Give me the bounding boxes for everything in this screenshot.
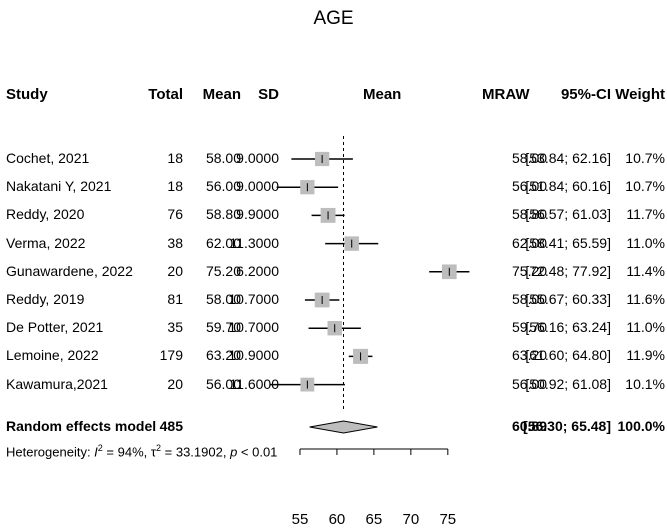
study-name: Kawamura,2021: [6, 375, 108, 392]
study-mean: 63.20: [205, 347, 241, 364]
pooled-ci: [56.30; 65.48]: [523, 418, 611, 434]
pooled-label: Random effects model: [6, 418, 157, 434]
study-weight: 10.7%: [625, 178, 665, 195]
study-mraw: 75.20: [512, 262, 548, 279]
pooled-diamond: [309, 420, 378, 434]
x-tick-label: 75: [439, 511, 456, 528]
header-mean: Mean: [202, 86, 241, 103]
study-sd: 9.0000: [236, 178, 279, 195]
study-ci: [61.60; 64.80]: [525, 347, 611, 364]
study-mraw: 56.00: [512, 375, 548, 392]
header-total: Total: [148, 86, 183, 103]
study-mean: 59.70: [205, 319, 241, 336]
study-name: Verma, 2022: [6, 234, 86, 251]
study-mean: 56.00: [205, 178, 241, 195]
x-tick-label: 60: [329, 511, 346, 528]
study-mean: 58.80: [205, 206, 241, 223]
study-weight: 11.4%: [626, 262, 665, 279]
header-mraw: MRAW: [482, 86, 530, 103]
pooled-total: 485: [159, 418, 183, 434]
study-ci: [53.84; 62.16]: [525, 150, 611, 166]
study-weight: 10.7%: [625, 150, 665, 166]
study-sd: 9.9000: [236, 206, 279, 223]
header-ci: 95%-CI: [560, 86, 611, 103]
study-sd: 11.3000: [229, 234, 279, 251]
study-mean: 62.00: [205, 234, 241, 251]
study-ci: [72.48; 77.92]: [525, 262, 611, 279]
study-ci: [50.92; 61.08]: [525, 375, 611, 392]
heterogeneity-text: Heterogeneity: I2 = 94%, τ2 = 33.1902, p…: [6, 443, 278, 460]
study-total: 35: [167, 319, 183, 336]
study-sd: 10.9000: [228, 347, 279, 364]
study-total: 20: [167, 375, 183, 392]
study-weight: 11.9%: [626, 347, 665, 364]
header-sd: SD: [258, 86, 279, 103]
study-mraw: 58.80: [512, 206, 548, 223]
study-mraw: 62.00: [512, 234, 548, 251]
study-mean: 75.20: [205, 262, 241, 279]
study-total: 81: [167, 291, 183, 307]
study-mean: 56.00: [205, 375, 241, 392]
study-total: 179: [159, 347, 183, 364]
pooled-mraw: 60.89: [512, 418, 548, 434]
study-total: 20: [167, 262, 183, 279]
header-study: Study: [6, 86, 48, 103]
study-mraw: 56.00: [512, 178, 548, 195]
study-ci: [56.57; 61.03]: [525, 206, 611, 223]
study-weight: 11.0%: [626, 319, 665, 336]
study-name: Reddy, 2019: [6, 291, 85, 307]
study-total: 76: [167, 206, 183, 223]
study-mean: 58.00: [205, 150, 241, 166]
study-sd: 10.7000: [228, 319, 279, 336]
study-weight: 11.0%: [626, 234, 665, 251]
study-mraw: 58.00: [512, 291, 548, 307]
study-weight: 11.7%: [626, 206, 665, 223]
study-ci: [55.67; 60.33]: [525, 291, 611, 307]
study-name: Lemoine, 2022: [6, 347, 99, 364]
study-name: De Potter, 2021: [6, 319, 104, 336]
study-weight: 11.6%: [626, 291, 665, 307]
study-sd: 6.2000: [236, 262, 279, 279]
header-plot-mean: Mean: [363, 86, 402, 103]
study-total: 18: [167, 178, 183, 195]
study-ci: [58.41; 65.59]: [525, 234, 611, 251]
study-ci: [51.84; 60.16]: [525, 178, 611, 195]
chart-title: AGE: [313, 8, 354, 29]
pooled-weight: 100.0%: [617, 418, 665, 434]
x-tick-label: 65: [366, 511, 383, 528]
header-weight: Weight: [615, 86, 665, 103]
study-ci: [56.16; 63.24]: [525, 319, 611, 336]
study-sd: 11.6000: [229, 375, 279, 392]
study-sd: 10.7000: [228, 291, 279, 307]
study-mean: 58.00: [205, 291, 241, 307]
study-name: Nakatani Y, 2021: [6, 178, 112, 195]
x-tick-label: 70: [403, 511, 420, 528]
x-tick-label: 55: [292, 511, 309, 528]
study-mraw: 59.70: [512, 319, 548, 336]
study-total: 38: [167, 234, 183, 251]
study-name: Gunawardene, 2022: [6, 262, 133, 279]
study-mraw: 58.00: [512, 150, 548, 166]
study-name: Reddy, 2020: [6, 206, 85, 223]
study-weight: 10.1%: [625, 375, 665, 392]
study-sd: 9.0000: [236, 150, 279, 166]
study-name: Cochet, 2021: [6, 150, 90, 166]
study-total: 18: [167, 150, 183, 166]
study-mraw: 63.20: [512, 347, 548, 364]
